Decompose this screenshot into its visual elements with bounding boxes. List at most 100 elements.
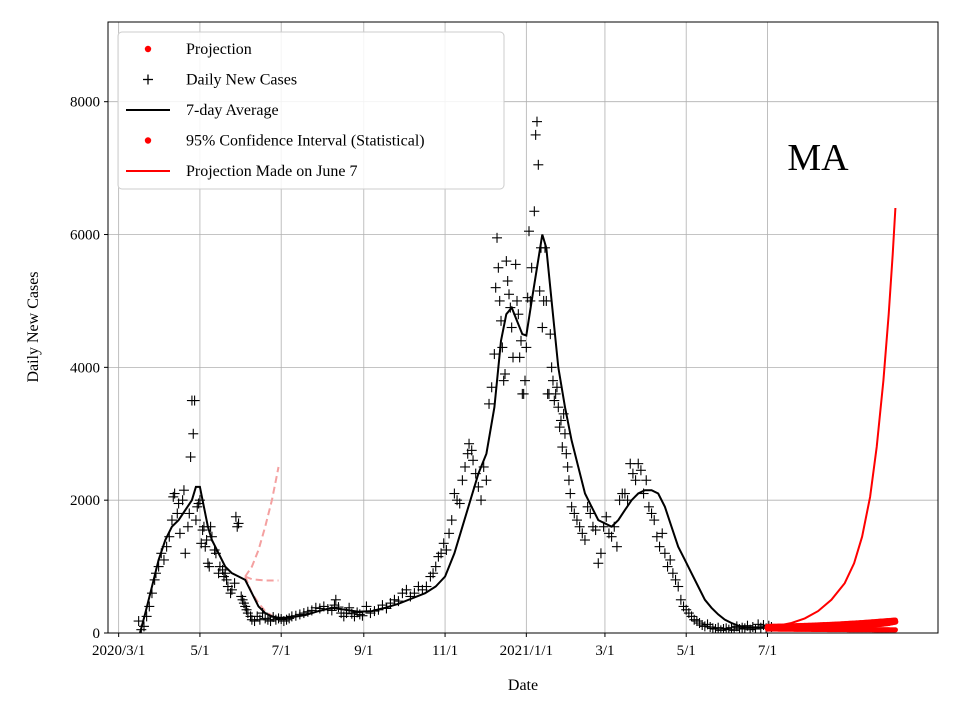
x-tick-label: 9/1 — [354, 643, 373, 659]
daily-case-marker — [230, 511, 241, 522]
daily-case-marker — [721, 623, 732, 633]
daily-case-marker — [489, 349, 500, 360]
daily-case-marker — [514, 352, 525, 363]
daily-case-marker — [330, 594, 341, 605]
daily-case-marker — [533, 159, 544, 170]
daily-case-marker — [182, 521, 193, 532]
daily-case-marker — [200, 541, 211, 552]
daily-case-marker — [702, 619, 713, 630]
daily-case-marker — [501, 256, 512, 267]
daily-case-marker — [498, 375, 509, 386]
daily-case-marker — [190, 515, 201, 526]
daily-case-marker — [537, 322, 548, 333]
daily-case-marker — [333, 602, 344, 613]
daily-case-marker — [276, 614, 287, 625]
daily-case-marker — [281, 614, 292, 625]
daily-case-marker — [531, 116, 542, 127]
daily-case-marker — [606, 531, 617, 542]
daily-case-marker — [713, 622, 724, 633]
daily-case-marker — [260, 613, 271, 624]
daily-case-marker — [750, 624, 761, 633]
daily-case-marker — [546, 362, 557, 373]
daily-case-marker — [133, 616, 144, 627]
legend-item: Projection Made on June 7 — [126, 163, 358, 180]
plot-area — [133, 116, 899, 633]
daily-case-marker — [585, 508, 596, 519]
daily-case-marker — [555, 415, 566, 426]
projection-made-line — [767, 207, 897, 628]
daily-case-marker — [493, 262, 504, 273]
daily-case-marker — [643, 501, 654, 512]
daily-case-marker — [460, 461, 471, 472]
daily-case-marker — [657, 528, 668, 539]
daily-case-marker — [569, 508, 580, 519]
axes-frame — [107, 21, 939, 634]
daily-case-marker — [739, 623, 750, 633]
y-tick-label: 2000 — [70, 493, 100, 509]
daily-case-marker — [189, 395, 200, 406]
daily-case-marker — [526, 262, 537, 273]
daily-case-marker — [454, 498, 465, 509]
daily-case-marker — [481, 475, 492, 486]
daily-case-marker — [249, 616, 260, 627]
daily-case-marker — [169, 488, 180, 499]
daily-case-marker — [593, 558, 604, 569]
x-tick-label: 5/1 — [677, 643, 696, 659]
daily-case-marker — [188, 428, 199, 439]
daily-case-marker — [446, 515, 457, 526]
daily-case-marker — [563, 475, 574, 486]
daily-case-marker — [457, 475, 468, 486]
daily-case-marker — [523, 226, 534, 237]
daily-case-marker — [349, 611, 360, 622]
daily-case-marker — [428, 568, 439, 579]
legend-dot-icon — [144, 137, 152, 144]
y-axis-label: Daily New Cases — [25, 271, 42, 382]
daily-case-marker — [486, 382, 497, 393]
y-tick-label: 0 — [93, 626, 101, 642]
daily-case-marker — [611, 541, 622, 552]
legend-box — [117, 31, 505, 190]
legend-label: Projection — [186, 41, 252, 58]
daily-case-marker — [641, 475, 652, 486]
y-tick-label: 4000 — [70, 360, 100, 376]
daily-case-marker — [500, 368, 511, 379]
daily-case-marker — [697, 620, 708, 631]
daily-case-marker — [651, 531, 662, 542]
daily-case-marker — [265, 616, 276, 627]
daily-case-marker — [723, 624, 734, 633]
daily-case-marker — [158, 554, 169, 565]
daily-case-marker — [401, 584, 412, 595]
daily-case-marker — [502, 276, 513, 287]
daily-case-marker — [519, 375, 530, 386]
daily-case-marker — [566, 501, 577, 512]
earlier-projection-line — [244, 466, 280, 578]
daily-case-marker — [635, 465, 646, 476]
legend-dot-icon — [144, 45, 152, 53]
daily-case-marker — [707, 623, 718, 633]
daily-case-marker — [492, 232, 503, 243]
daily-case-marker — [675, 594, 686, 605]
daily-case-marker — [504, 289, 515, 300]
daily-case-marker — [699, 621, 710, 632]
daily-case-marker — [654, 541, 665, 552]
daily-case-marker — [551, 382, 562, 393]
daily-case-marker — [577, 528, 588, 539]
region-label: MA — [787, 137, 849, 179]
daily-case-marker — [595, 548, 606, 559]
daily-case-marker — [436, 548, 447, 559]
legend-label: Daily New Cases — [186, 72, 297, 89]
daily-case-marker — [484, 398, 495, 409]
legend-item: Daily New Cases — [143, 72, 297, 89]
x-tick-label: 5/1 — [190, 643, 209, 659]
daily-case-marker — [174, 528, 185, 539]
y-tick-label: 6000 — [70, 228, 100, 244]
daily-case-marker — [529, 206, 540, 217]
daily-case-marker — [673, 581, 684, 592]
daily-case-marker — [518, 388, 529, 399]
x-tick-label: 11/1 — [432, 643, 458, 659]
daily-case-marker — [619, 488, 630, 499]
daily-case-marker — [649, 515, 660, 526]
daily-case-marker — [571, 515, 582, 526]
daily-case-marker — [530, 129, 541, 140]
daily-case-marker — [220, 568, 231, 579]
